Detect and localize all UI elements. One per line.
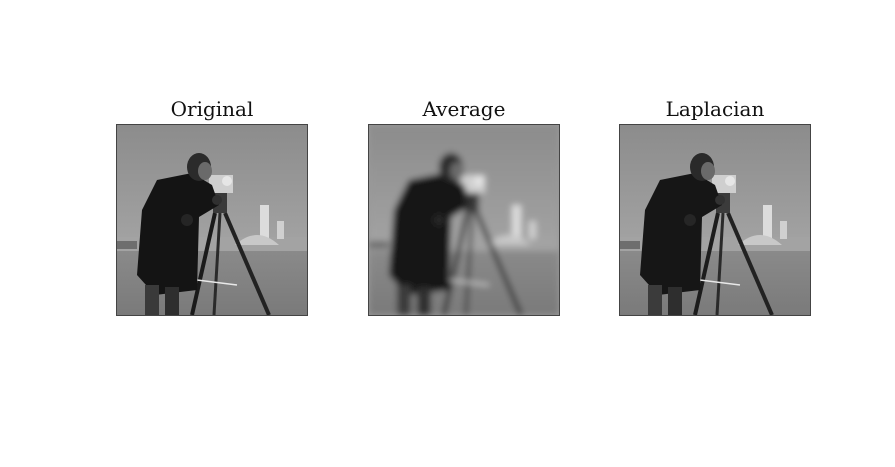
image-laplacian bbox=[619, 124, 811, 316]
panel-original: Original bbox=[116, 94, 308, 316]
panel-average: Average bbox=[368, 94, 560, 316]
panel-title-original: Original bbox=[170, 97, 254, 121]
panel-title-average: Average bbox=[422, 97, 506, 121]
image-average bbox=[368, 124, 560, 316]
panel-title-laplacian: Laplacian bbox=[665, 97, 765, 121]
image-original bbox=[116, 124, 308, 316]
panel-laplacian: Laplacian bbox=[619, 94, 811, 316]
